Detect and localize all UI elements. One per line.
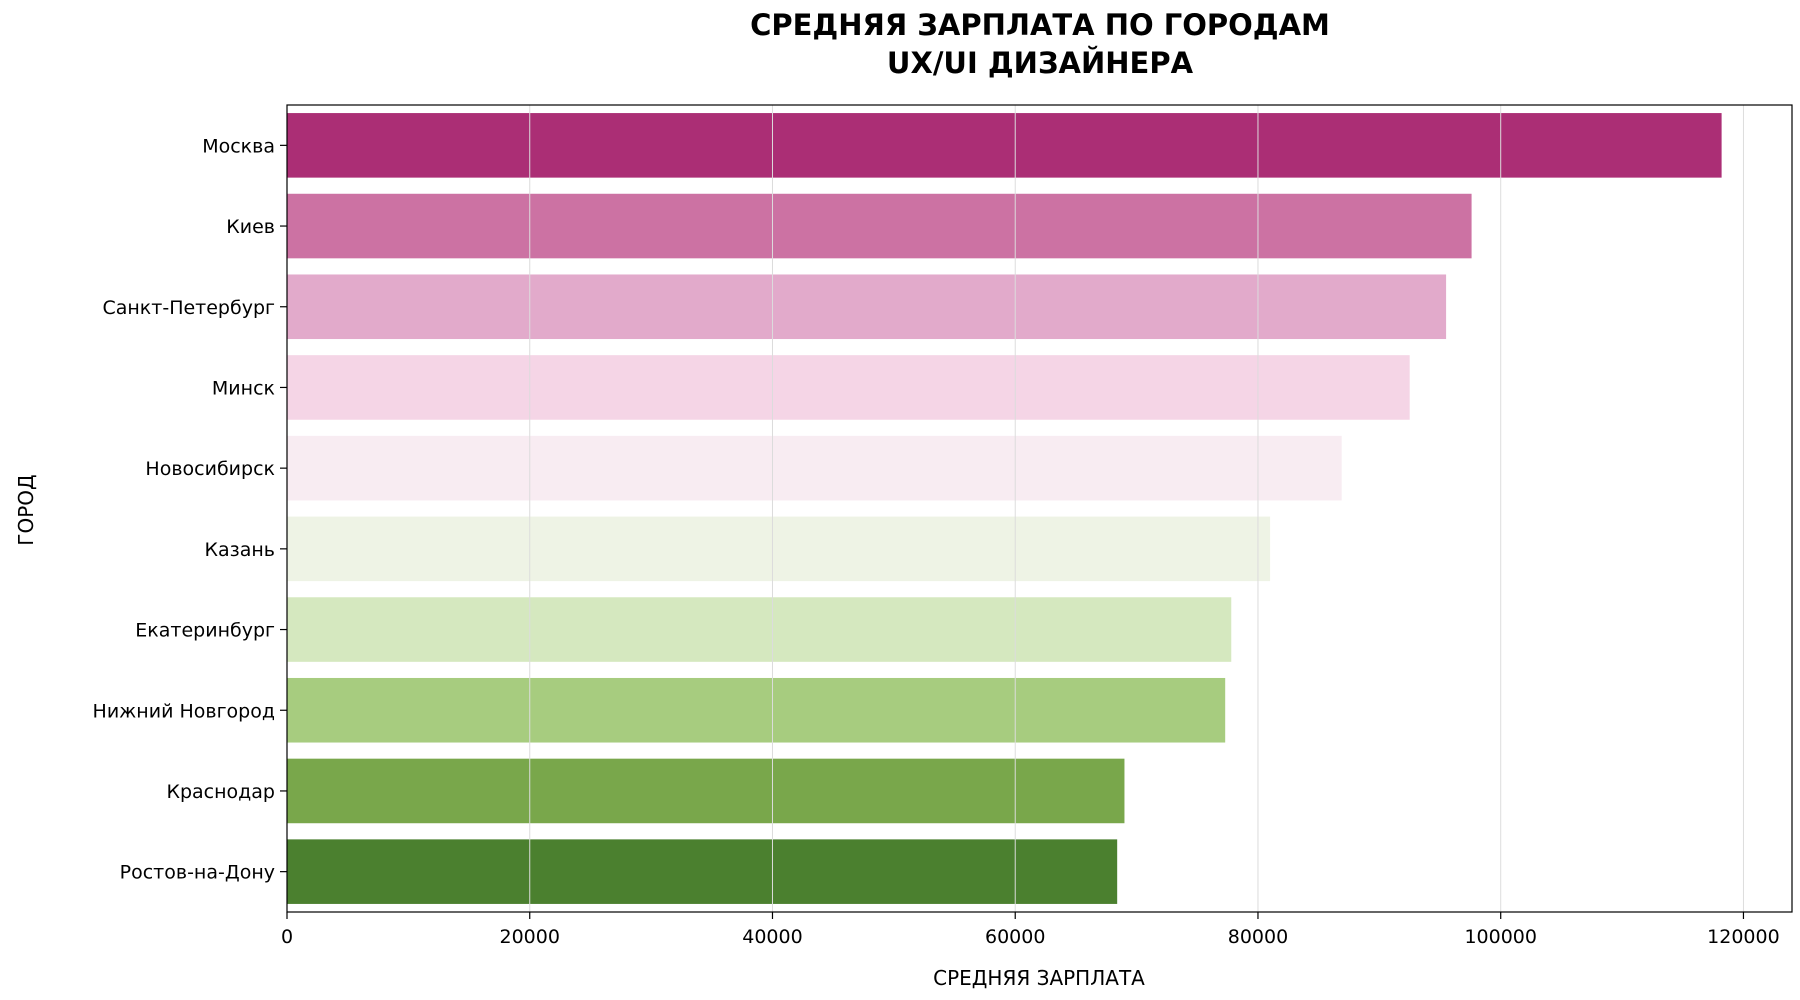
bar-2 [287, 193, 1472, 259]
bars [287, 113, 1722, 904]
x-tick-label: 20000 [500, 926, 560, 948]
x-axis-label: СРЕДНЯЯ ЗАРПЛАТА [933, 966, 1145, 990]
chart-title-line-1: СРЕДНЯЯ ЗАРПЛАТА ПО ГОРОДАМ [750, 8, 1330, 42]
y-tick-label: Нижний Новгород [93, 700, 275, 722]
x-axis-ticks: 0 20000 40000 60000 80000 100000 120000 [281, 912, 1780, 948]
x-tick-label: 0 [281, 926, 293, 948]
bar-4 [287, 355, 1410, 420]
x-tick-label: 100000 [1464, 926, 1537, 948]
y-tick-label: Казань [205, 539, 276, 561]
y-tick-label: Ростов-на-Дону [120, 862, 275, 884]
x-tick-label: 120000 [1707, 926, 1780, 948]
chart-title-line-2: UX/UI ДИЗАЙНЕРА [886, 46, 1194, 80]
bar-9 [287, 758, 1125, 824]
y-tick-label: Минск [212, 377, 275, 399]
y-axis-label: ГОРОД [14, 474, 38, 545]
y-tick-label: Новосибирск [145, 458, 275, 480]
y-tick-label: Краснодар [166, 781, 275, 803]
y-tick-label: Екатеринбург [135, 620, 275, 642]
y-tick-label: Санкт-Петербург [102, 297, 275, 319]
x-tick-label: 60000 [985, 926, 1045, 948]
bar-6 [287, 516, 1271, 582]
grid-lines [529, 105, 1744, 912]
x-tick-label: 40000 [742, 926, 802, 948]
bar-5 [287, 435, 1342, 501]
bar-1 [287, 113, 1722, 178]
plot-frame [286, 104, 1793, 913]
chart-title: СРЕДНЯЯ ЗАРПЛАТА ПО ГОРОДАМ UX/UI ДИЗАЙН… [0, 6, 1800, 82]
x-tick-label: 80000 [1228, 926, 1288, 948]
bar-10 [287, 839, 1118, 904]
y-axis-ticks: Москва Киев Санкт-Петербург Минск Новосибирс… [93, 135, 287, 884]
bar-8 [287, 677, 1226, 743]
y-tick-label: Киев [226, 216, 275, 238]
y-tick-label: Москва [202, 135, 275, 157]
bar-7 [287, 597, 1232, 662]
bar-3 [287, 274, 1447, 340]
